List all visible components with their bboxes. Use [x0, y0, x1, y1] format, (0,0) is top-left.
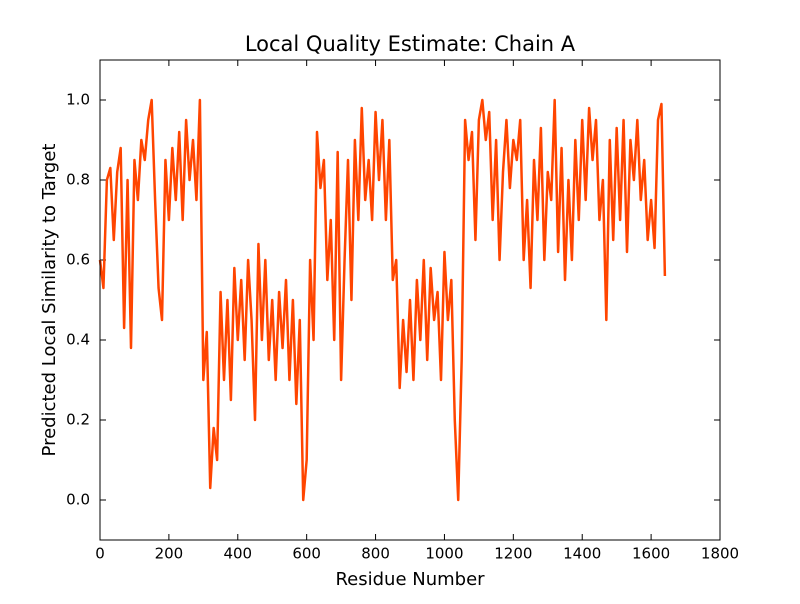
x-tick-label: 1400	[563, 545, 601, 563]
y-tick-label: 0.4	[66, 331, 90, 349]
y-tick-label: 1.0	[66, 91, 90, 109]
data-line	[98, 98, 667, 502]
x-tick-label: 400	[223, 545, 252, 563]
y-tick-label: 0.2	[66, 411, 90, 429]
chart-title: Local Quality Estimate: Chain A	[245, 32, 576, 56]
y-tick-label: 0.0	[66, 491, 90, 509]
x-tick-label: 1000	[425, 545, 463, 563]
x-tick-label: 800	[361, 545, 390, 563]
y-axis-label: Predicted Local Similarity to Target	[39, 144, 60, 457]
y-tick-label: 0.8	[66, 171, 90, 189]
x-tick-label: 600	[292, 545, 321, 563]
x-tick-label: 1800	[701, 545, 739, 563]
x-tick-label: 1200	[494, 545, 532, 563]
x-tick-label: 200	[155, 545, 184, 563]
x-tick-label: 0	[95, 545, 105, 563]
x-tick-label: 1600	[632, 545, 670, 563]
y-tick-label: 0.6	[66, 251, 90, 269]
x-axis-label: Residue Number	[335, 569, 485, 590]
plot-frame	[99, 59, 721, 541]
